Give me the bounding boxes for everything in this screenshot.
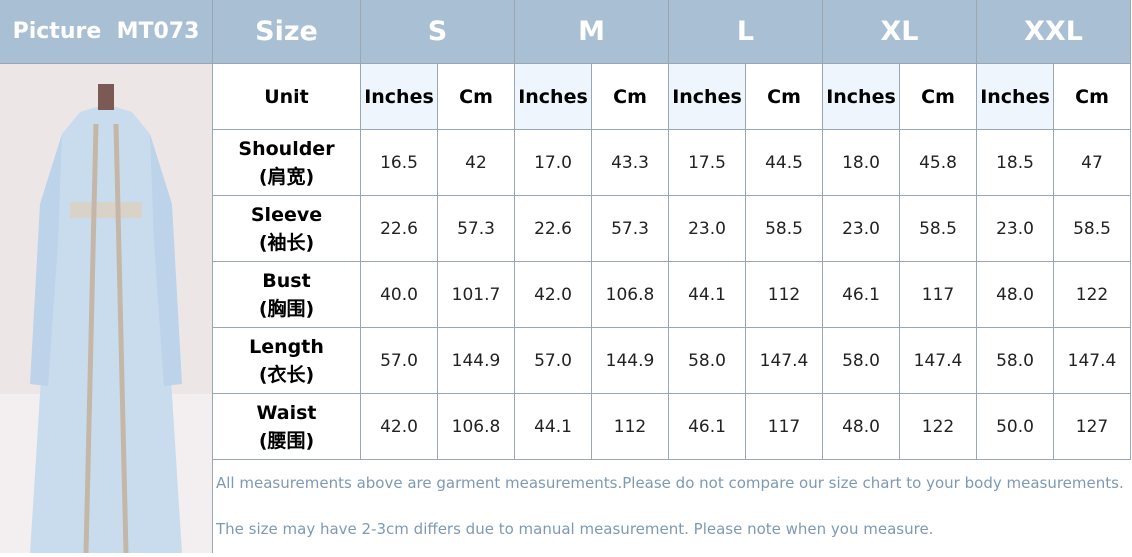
row-name: Sleeve (袖长) [213, 196, 361, 262]
value-cell: 58.5 [900, 196, 977, 262]
measure-name: Sleeve [250, 203, 323, 226]
value-cell: 23.0 [977, 196, 1054, 262]
value-cell: 40.0 [361, 262, 438, 328]
measure-name-cn: (袖长) [258, 231, 315, 254]
size-header: XL [823, 0, 977, 64]
product-picture [0, 64, 213, 554]
value-cell: 22.6 [361, 196, 438, 262]
value-cell: 42.0 [515, 262, 592, 328]
unit-header: Cm [1054, 64, 1131, 130]
value-cell: 147.4 [900, 328, 977, 394]
value-cell: 127 [1054, 394, 1131, 460]
unit-header: Inches [823, 64, 900, 130]
measure-name-cn: (衣长) [258, 363, 315, 386]
value-cell: 23.0 [669, 196, 746, 262]
measure-name: Waist [256, 401, 317, 424]
value-cell: 58.0 [669, 328, 746, 394]
note: The size may have 2-3cm differs due to m… [216, 520, 934, 538]
row-name: Shoulder (肩宽) [213, 130, 361, 196]
size-label: Size [213, 0, 361, 64]
value-cell: 106.8 [592, 262, 669, 328]
row-name: Waist (腰围) [213, 394, 361, 460]
value-cell: 147.4 [1054, 328, 1131, 394]
value-cell: 44.5 [746, 130, 823, 196]
picture-label: Picture [12, 19, 102, 44]
value-cell: 57.0 [361, 328, 438, 394]
unit-header: Inches [669, 64, 746, 130]
measure-name: Length [249, 335, 324, 358]
value-cell: 117 [746, 394, 823, 460]
value-cell: 57.0 [515, 328, 592, 394]
unit-header: Cm [900, 64, 977, 130]
value-cell: 45.8 [900, 130, 977, 196]
value-cell: 44.1 [669, 262, 746, 328]
value-cell: 22.6 [515, 196, 592, 262]
value-cell: 144.9 [592, 328, 669, 394]
row-name: Bust (胸围) [213, 262, 361, 328]
unit-label: Unit [213, 64, 361, 130]
size-header: M [515, 0, 669, 64]
value-cell: 112 [592, 394, 669, 460]
value-cell: 46.1 [823, 262, 900, 328]
note: All measurements above are garment measu… [216, 474, 1124, 492]
measure-name-cn: (腰围) [258, 429, 315, 452]
value-cell: 57.3 [438, 196, 515, 262]
value-cell: 18.5 [977, 130, 1054, 196]
value-cell: 101.7 [438, 262, 515, 328]
value-cell: 43.3 [592, 130, 669, 196]
value-cell: 48.0 [977, 262, 1054, 328]
row-name: Length (衣长) [213, 328, 361, 394]
model: MT073 [116, 19, 200, 44]
size-header: S [361, 0, 515, 64]
value-cell: 58.5 [746, 196, 823, 262]
value-cell: 46.1 [669, 394, 746, 460]
unit-header: Cm [746, 64, 823, 130]
value-cell: 17.0 [515, 130, 592, 196]
value-cell: 122 [1054, 262, 1131, 328]
value-cell: 122 [900, 394, 977, 460]
dress-image [0, 64, 212, 554]
value-cell: 147.4 [746, 328, 823, 394]
measure-name: Bust [262, 269, 311, 292]
unit-header: Inches [361, 64, 438, 130]
size-header: L [669, 0, 823, 64]
measure-name: Shoulder [238, 137, 335, 160]
unit-header: Cm [438, 64, 515, 130]
picture-header: Picture MT073 [0, 0, 213, 64]
value-cell: 112 [746, 262, 823, 328]
value-cell: 144.9 [438, 328, 515, 394]
value-cell: 47 [1054, 130, 1131, 196]
value-cell: 58.0 [977, 328, 1054, 394]
value-cell: 58.0 [823, 328, 900, 394]
value-cell: 58.5 [1054, 196, 1131, 262]
unit-header: Inches [977, 64, 1054, 130]
value-cell: 42 [438, 130, 515, 196]
value-cell: 106.8 [438, 394, 515, 460]
measure-name-cn: (胸围) [258, 297, 315, 320]
value-cell: 117 [900, 262, 977, 328]
value-cell: 42.0 [361, 394, 438, 460]
size-header: XXL [977, 0, 1131, 64]
value-cell: 44.1 [515, 394, 592, 460]
value-cell: 50.0 [977, 394, 1054, 460]
value-cell: 18.0 [823, 130, 900, 196]
measure-name-cn: (肩宽) [258, 165, 315, 188]
unit-header: Inches [515, 64, 592, 130]
value-cell: 23.0 [823, 196, 900, 262]
unit-header: Cm [592, 64, 669, 130]
value-cell: 57.3 [592, 196, 669, 262]
value-cell: 17.5 [669, 130, 746, 196]
value-cell: 48.0 [823, 394, 900, 460]
value-cell: 16.5 [361, 130, 438, 196]
